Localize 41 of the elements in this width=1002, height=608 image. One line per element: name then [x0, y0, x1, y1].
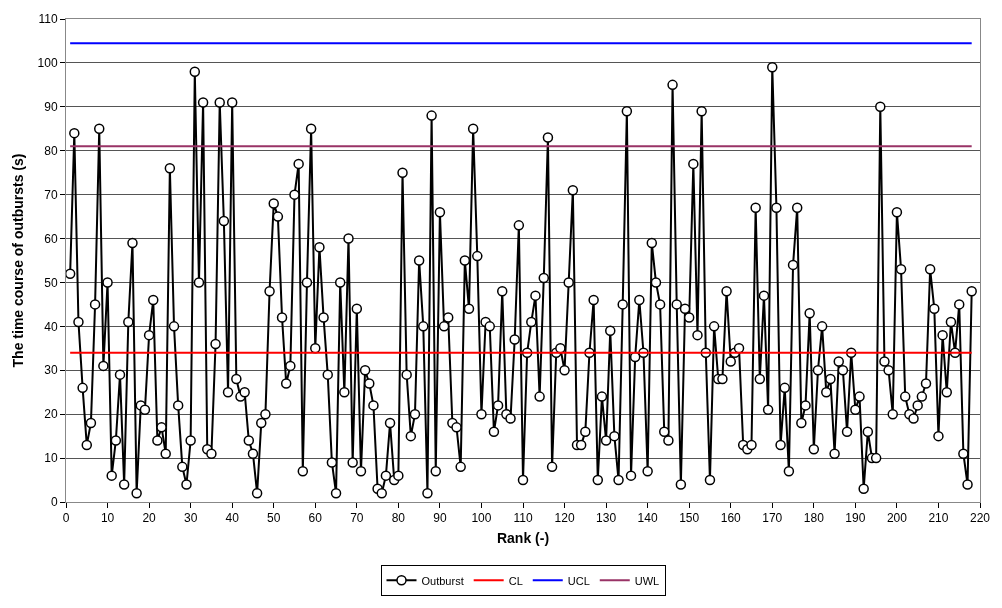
x-tick-label: 140 — [637, 511, 658, 526]
x-tick-label: 10 — [100, 511, 115, 526]
x-tick-label: 80 — [391, 511, 406, 526]
x-tick-label: 30 — [183, 511, 198, 526]
y-axis-title: The time course of outbursts (s) — [10, 153, 27, 368]
x-tick-label: 220 — [969, 511, 991, 526]
legend-label: CL — [508, 574, 523, 587]
x-tick-label: 180 — [803, 511, 825, 526]
y-tick-label: 40 — [44, 319, 58, 334]
x-tick-label: 0 — [62, 511, 70, 526]
y-tick-label: 0 — [50, 495, 58, 510]
y-tick-label: 110 — [38, 12, 58, 27]
x-tick-label: 130 — [596, 511, 617, 526]
x-tick-label: 50 — [267, 511, 281, 526]
legend-label: UWL — [634, 574, 660, 587]
legend-label: Outburst — [421, 574, 464, 587]
x-tick-label: 210 — [928, 511, 949, 526]
y-tick-label: 90 — [44, 100, 58, 115]
y-tick-label: 10 — [44, 451, 58, 466]
x-tick-label: 110 — [513, 511, 533, 526]
x-tick-label: 40 — [225, 511, 240, 526]
x-tick-label: 170 — [762, 511, 783, 526]
x-tick-label: 200 — [886, 511, 908, 526]
x-tick-label: 120 — [554, 511, 575, 526]
y-tick-label: 70 — [44, 187, 58, 202]
legend-label: UCL — [567, 574, 590, 587]
y-tick-label: 80 — [44, 143, 58, 158]
y-tick-label: 60 — [44, 231, 58, 246]
x-tick-label: 20 — [142, 511, 157, 526]
x-tick-label: 90 — [433, 511, 447, 526]
x-axis-title: Rank (-) — [496, 529, 550, 546]
y-tick-label: 50 — [44, 275, 58, 290]
y-tick-label: 30 — [44, 363, 58, 378]
x-tick-label: 160 — [720, 511, 742, 526]
y-tick-label: 20 — [44, 407, 58, 422]
x-tick-label: 60 — [308, 511, 323, 526]
x-tick-label: 150 — [679, 511, 700, 526]
y-tick-label: 100 — [37, 56, 58, 71]
x-tick-label: 100 — [471, 511, 492, 526]
x-tick-label: 70 — [350, 511, 364, 526]
x-tick-label: 190 — [845, 511, 866, 526]
